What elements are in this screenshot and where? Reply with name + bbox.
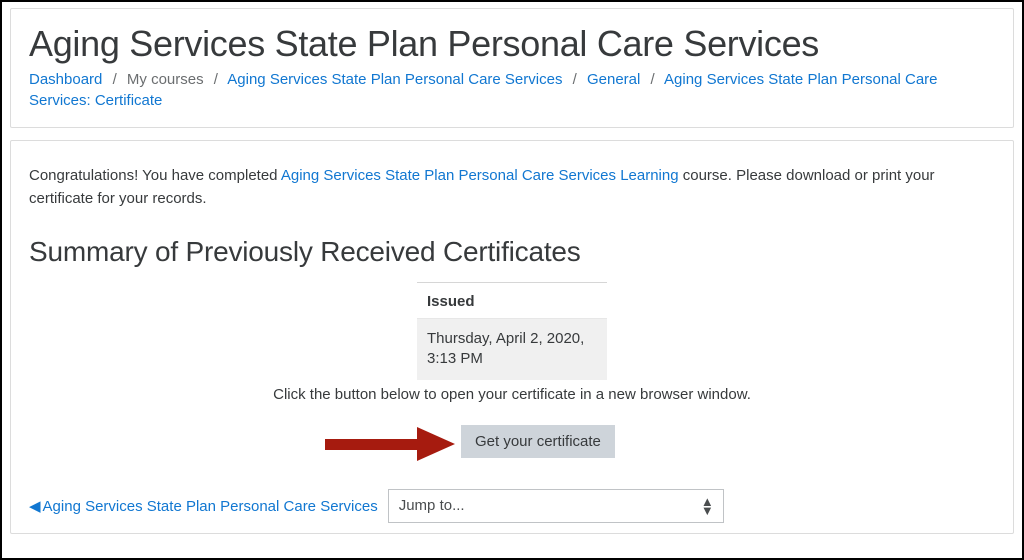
breadcrumb-separator: / xyxy=(214,71,218,88)
page-root: Aging Services State Plan Personal Care … xyxy=(0,0,1024,560)
activity-nav: ◀Aging Services State Plan Personal Care… xyxy=(29,489,995,523)
breadcrumb-item-course[interactable]: Aging Services State Plan Personal Care … xyxy=(227,71,562,88)
congrats-link[interactable]: Aging Services State Plan Personal Care … xyxy=(281,167,679,184)
hint-text: Click the button below to open your cert… xyxy=(273,386,751,403)
table-row: Thursday, April 2, 2020, 3:13 PM xyxy=(417,319,607,380)
cert-table: Issued Thursday, April 2, 2020, 3:13 PM xyxy=(417,282,607,380)
cert-table-wrap: Issued Thursday, April 2, 2020, 3:13 PM … xyxy=(29,282,995,413)
breadcrumb-item-mycourses: My courses xyxy=(127,71,204,88)
jump-to-select[interactable]: Jump to... xyxy=(388,489,724,523)
breadcrumb-separator: / xyxy=(573,71,577,88)
breadcrumb-separator: / xyxy=(113,71,117,88)
header-card: Aging Services State Plan Personal Care … xyxy=(10,8,1014,128)
content-card: Congratulations! You have completed Agin… xyxy=(10,140,1014,534)
congrats-prefix: Congratulations! You have completed xyxy=(29,167,281,184)
get-certificate-button[interactable]: Get your certificate xyxy=(461,425,615,458)
arrow-right-icon xyxy=(325,427,455,461)
triangle-left-icon: ◀ xyxy=(29,498,41,515)
page-title: Aging Services State Plan Personal Care … xyxy=(29,23,995,65)
breadcrumb-separator: / xyxy=(651,71,655,88)
cert-table-header: Issued xyxy=(417,283,607,319)
jump-to-wrap: Jump to... ▲▼ xyxy=(388,489,724,523)
breadcrumb: Dashboard / My courses / Aging Services … xyxy=(29,69,995,111)
cert-issued-value: Thursday, April 2, 2020, 3:13 PM xyxy=(417,319,607,380)
summary-heading: Summary of Previously Received Certifica… xyxy=(29,236,995,268)
congrats-text: Congratulations! You have completed Agin… xyxy=(29,165,995,210)
get-certificate-row: Get your certificate xyxy=(29,419,995,467)
prev-activity-label: Aging Services State Plan Personal Care … xyxy=(43,498,378,515)
breadcrumb-item-general[interactable]: General xyxy=(587,71,640,88)
prev-activity-link[interactable]: ◀Aging Services State Plan Personal Care… xyxy=(29,497,378,515)
breadcrumb-item-dashboard[interactable]: Dashboard xyxy=(29,71,102,88)
